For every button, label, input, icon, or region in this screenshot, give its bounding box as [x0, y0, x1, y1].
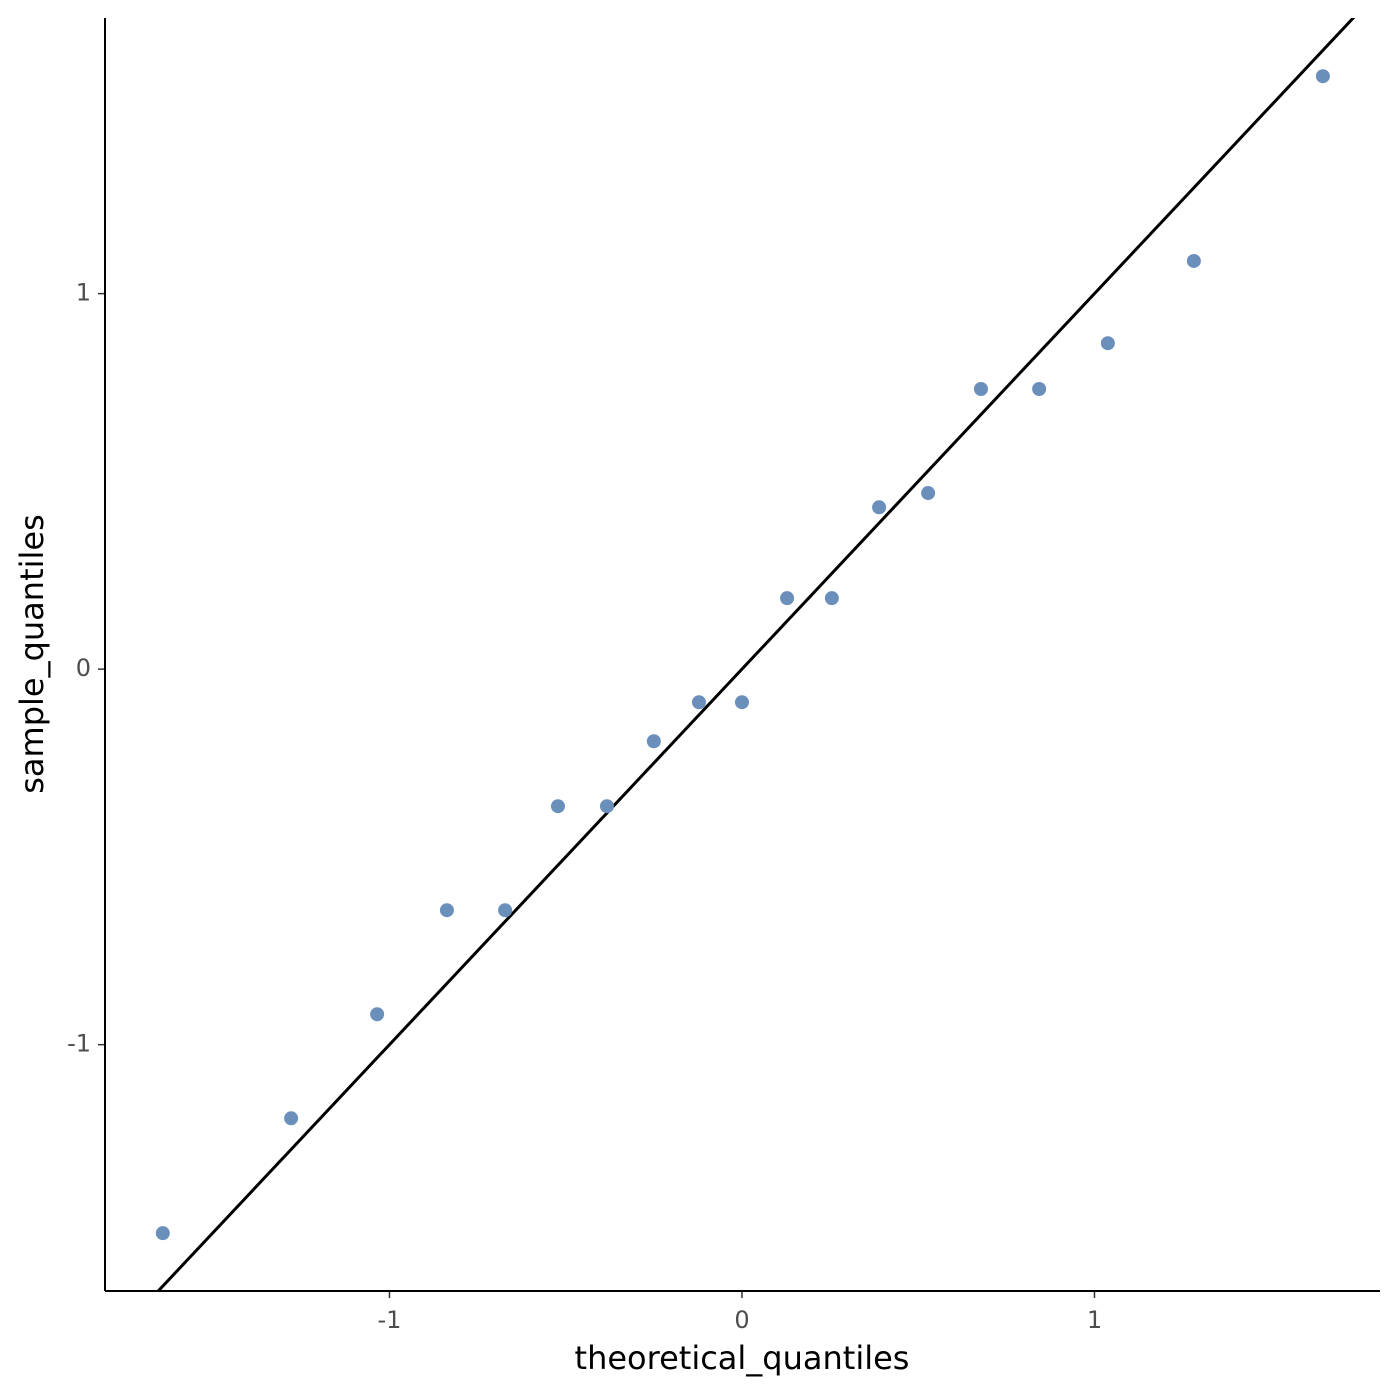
point	[872, 500, 887, 515]
point	[1032, 382, 1047, 397]
x-tick-label: 0	[734, 1306, 749, 1334]
x-tick-label: -1	[378, 1306, 402, 1334]
y-tick-label: -1	[67, 1030, 91, 1058]
point	[155, 1226, 170, 1241]
y-tick-label: 0	[76, 654, 91, 682]
point	[691, 695, 706, 710]
point	[550, 799, 565, 814]
point	[498, 903, 513, 918]
point	[370, 1007, 385, 1022]
point	[1186, 253, 1201, 268]
x-axis-title: theoretical_quantiles	[575, 1339, 910, 1377]
point	[1100, 336, 1115, 351]
point	[734, 695, 749, 710]
x-tick-label: 1	[1087, 1306, 1102, 1334]
point	[1315, 69, 1330, 84]
y-axis-title: sample_quantiles	[13, 514, 51, 794]
reference-line	[156, 18, 1356, 1291]
y-tick-label: 1	[76, 279, 91, 307]
point	[439, 903, 454, 918]
point	[973, 382, 988, 397]
point	[599, 799, 614, 814]
point	[780, 591, 795, 606]
point	[921, 486, 936, 501]
point	[646, 734, 661, 749]
point	[284, 1111, 299, 1126]
point	[824, 591, 839, 606]
